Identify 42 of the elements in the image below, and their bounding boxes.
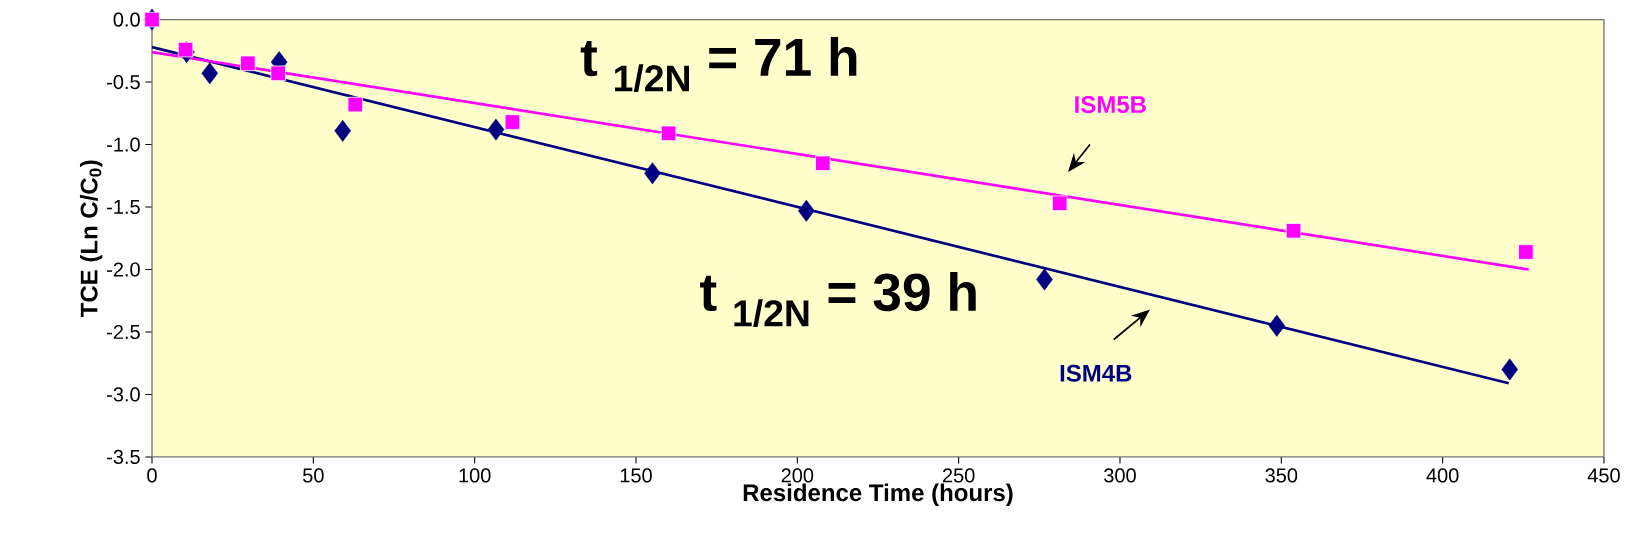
y-tick-label: -3.5 bbox=[107, 449, 140, 465]
y-tick-label: 0.0 bbox=[113, 12, 140, 27]
point bbox=[815, 155, 831, 172]
x-tick-label: 300 bbox=[1104, 468, 1136, 483]
y-tick-label: -0.5 bbox=[107, 74, 140, 90]
x-tick-label: 400 bbox=[1426, 468, 1459, 483]
point bbox=[347, 96, 364, 113]
point bbox=[334, 119, 351, 142]
point bbox=[1036, 268, 1053, 291]
point bbox=[177, 41, 194, 58]
x-tick-label: 100 bbox=[459, 468, 491, 483]
point bbox=[240, 55, 256, 72]
x-tick-label: 150 bbox=[620, 468, 652, 483]
point bbox=[201, 62, 219, 85]
text: ISM4B bbox=[1060, 364, 1132, 382]
x-tick-label: 0 bbox=[147, 468, 157, 483]
point bbox=[270, 65, 286, 82]
point bbox=[1285, 223, 1302, 239]
y-tick-label: -2.0 bbox=[107, 262, 140, 277]
point bbox=[644, 162, 661, 185]
annotation: t $_{1/2N}$ = 71 h bbox=[580, 37, 857, 93]
y-tick-label: -1.5 bbox=[107, 200, 140, 214]
x-tick-label: 450 bbox=[1587, 468, 1620, 483]
y-tick-label: -3.0 bbox=[107, 387, 140, 402]
x-tick-label: 50 bbox=[303, 468, 324, 483]
point bbox=[1051, 195, 1068, 212]
point bbox=[1518, 244, 1534, 260]
point bbox=[1268, 314, 1286, 337]
point bbox=[660, 125, 677, 142]
text: ISM5B bbox=[1075, 96, 1146, 114]
x-axis-title: Residence Time (hours) bbox=[743, 483, 1013, 506]
x-tick-label: 200 bbox=[781, 468, 814, 483]
annotation: t $_{1/2N}$ = 39 h bbox=[700, 271, 976, 328]
y-tick-label: -2.5 bbox=[107, 324, 140, 340]
point bbox=[798, 199, 815, 222]
y-tick-label: -1.0 bbox=[107, 137, 140, 152]
point bbox=[504, 114, 521, 130]
point bbox=[1501, 358, 1519, 381]
x-tick-label: 250 bbox=[942, 468, 975, 483]
y-axis-title: TCE (Ln C/C$_{0}$) bbox=[79, 160, 103, 317]
point bbox=[487, 118, 505, 141]
x-tick-label: 350 bbox=[1265, 468, 1298, 483]
